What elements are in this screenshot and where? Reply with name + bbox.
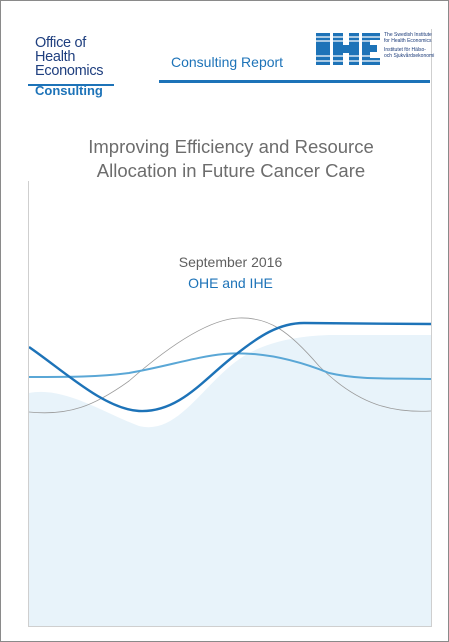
ihe-logo-en-1: The Swedish Institute [384, 32, 432, 38]
cover-frame [28, 29, 432, 627]
report-title: Improving Efficiency and Resource Alloca… [41, 135, 421, 183]
ihe-logo-sv-1: Institutet för Hälso- [384, 47, 426, 53]
ihe-logo-text: The Swedish Institute for Health Economi… [384, 32, 434, 59]
report-title-line-2: Allocation in Future Cancer Care [96, 160, 366, 181]
report-type-label: Consulting Report [171, 54, 284, 70]
cover-left-rule [28, 181, 29, 626]
ihe-logo-sv-2: och Sjukvårdsekonomi [384, 53, 435, 59]
header-rule [159, 80, 430, 83]
ohe-logo-consulting: Consulting [35, 83, 103, 98]
decorative-wave-graphic [29, 317, 431, 626]
ohe-logo-underline [28, 84, 114, 86]
wave-dark-blue-line [29, 321, 431, 413]
ihe-logo-mark [315, 33, 381, 65]
ohe-logo-line-2: Health [35, 49, 76, 65]
report-authors: OHE and IHE [188, 275, 273, 291]
report-date: September 2016 [178, 254, 283, 270]
wave-light-blue-line [29, 352, 431, 380]
ohe-logo-line-3: Economics [35, 63, 104, 79]
ihe-logo-en-2: for Health Economics [384, 38, 432, 44]
ohe-logo-line-1: Office of [35, 35, 87, 51]
wave-fill-area [29, 335, 431, 626]
report-title-line-1: Improving Efficiency and Resource [88, 136, 374, 157]
ihe-logo: The Swedish Institute for Health Economi… [315, 31, 434, 67]
ohe-logo: Office of Health Economics Consulting [35, 35, 104, 98]
